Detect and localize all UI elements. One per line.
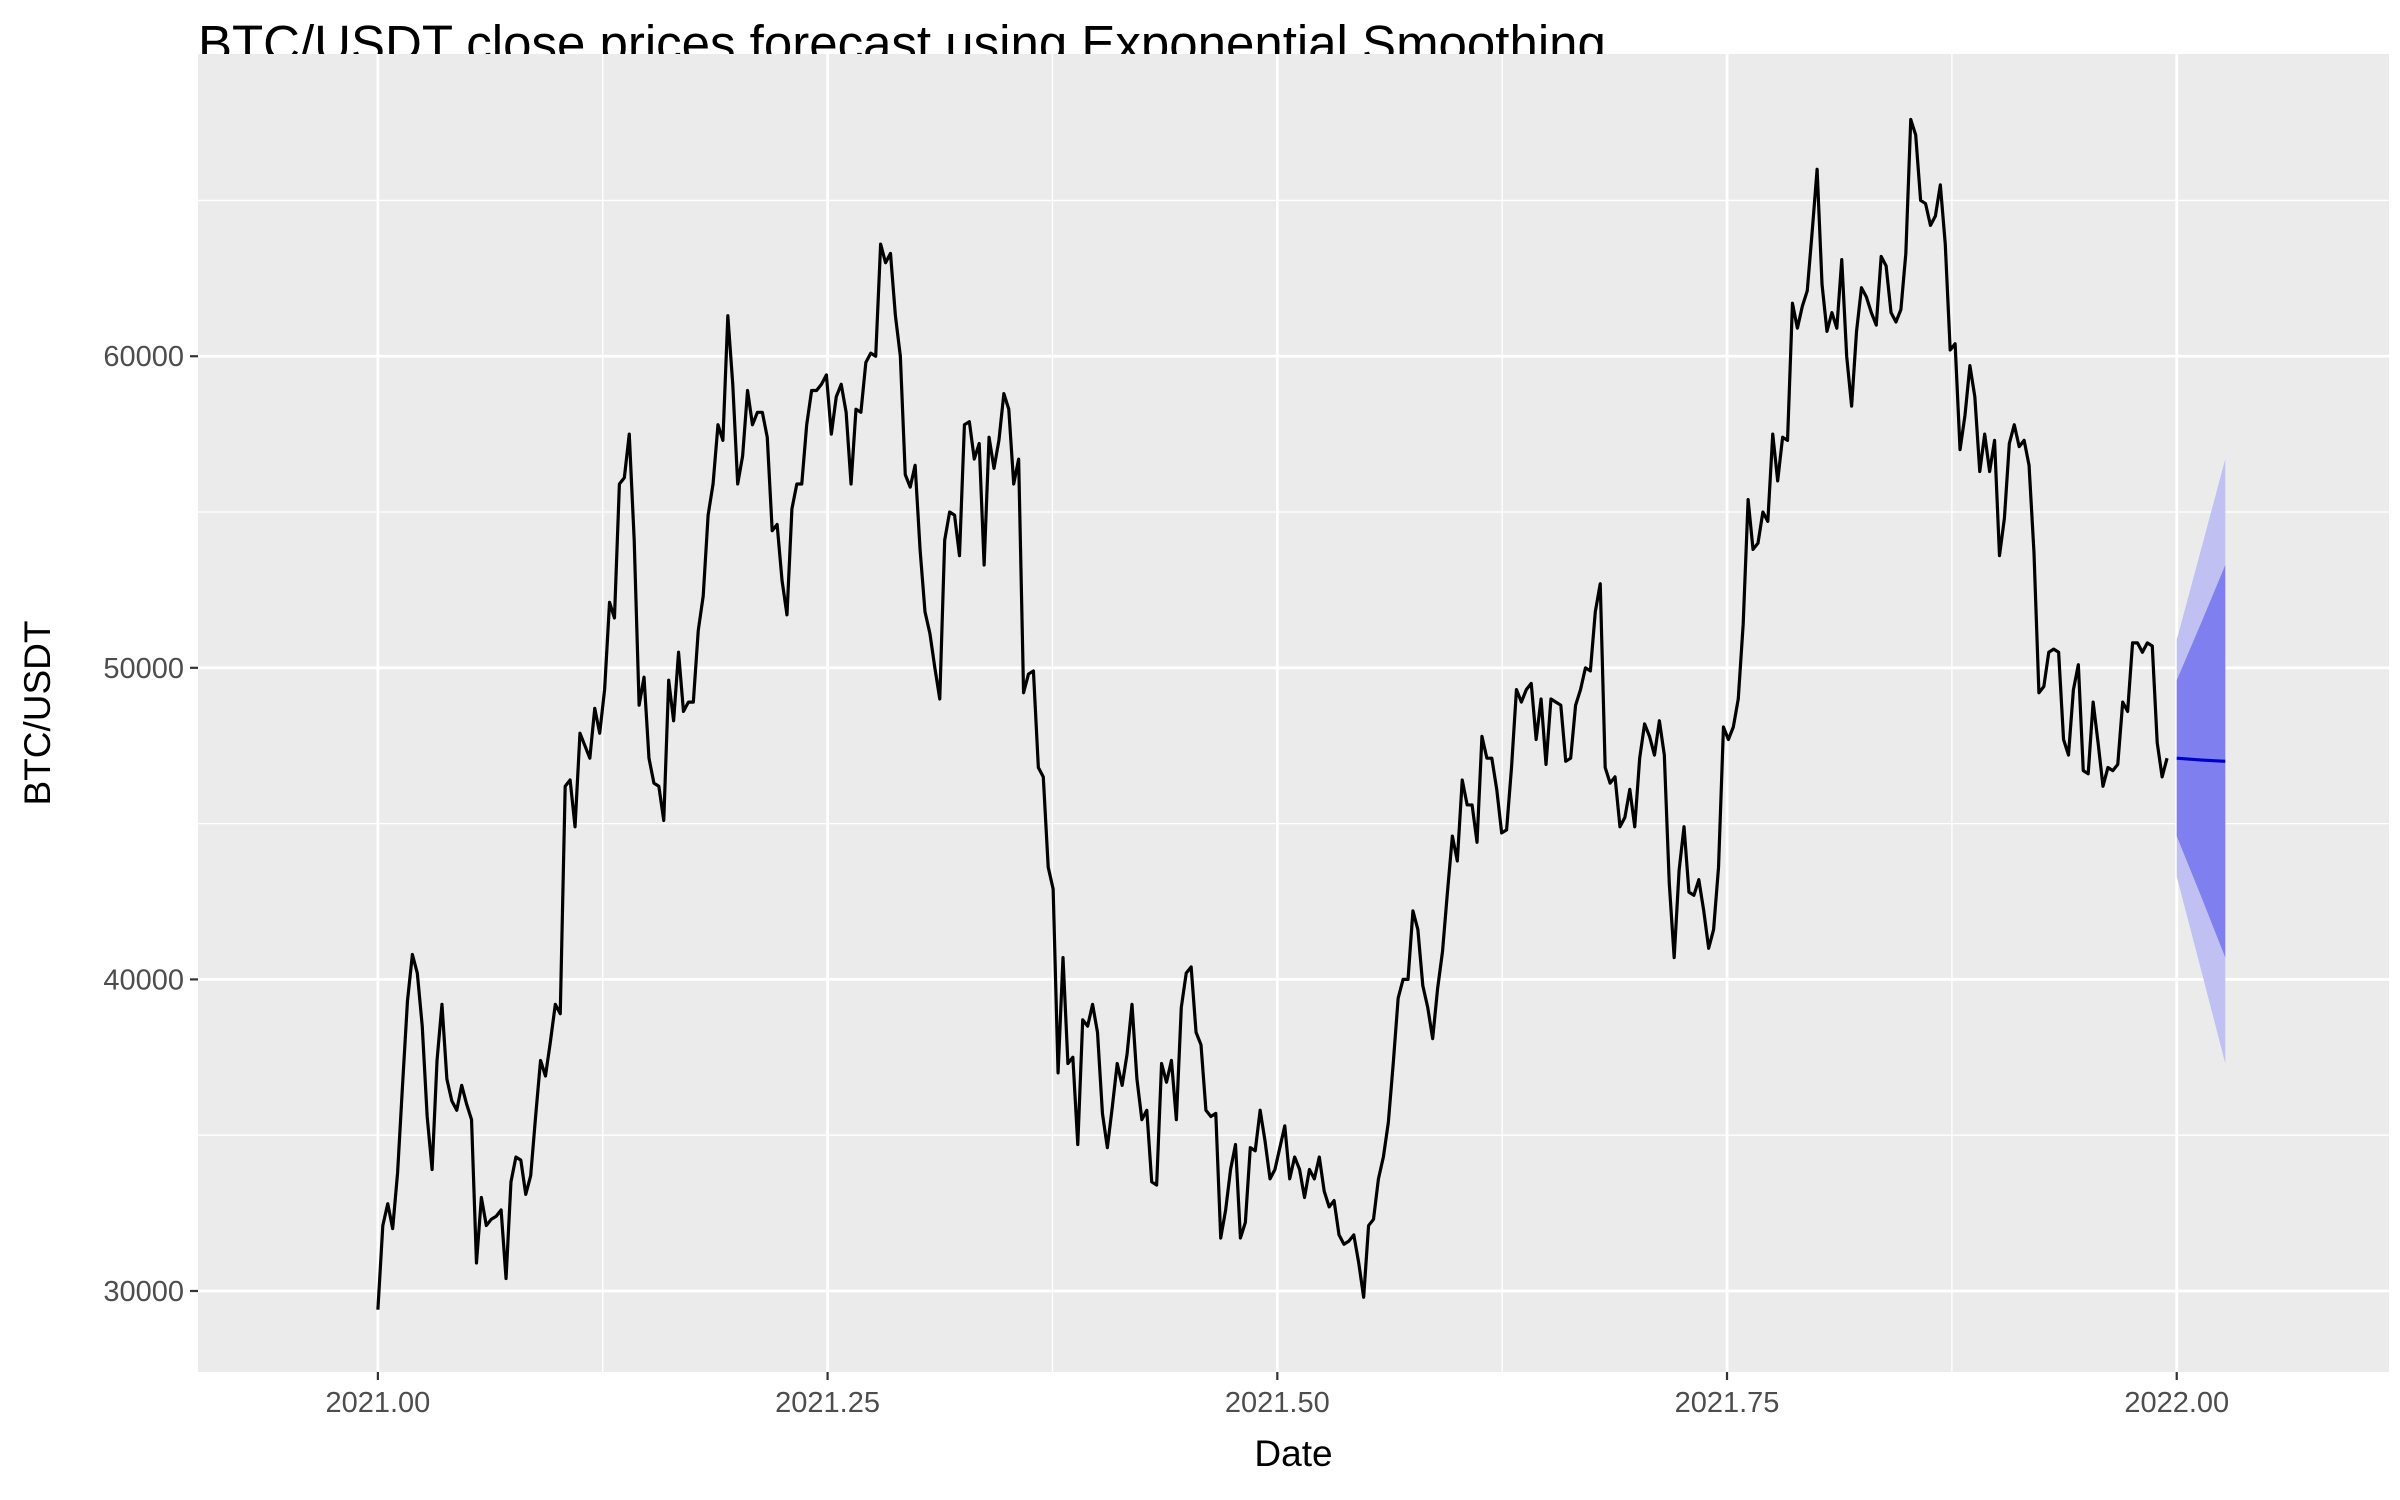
x-axis-tick-label: 2021.25 (775, 1387, 880, 1419)
y-axis-tick-label: 40000 (103, 964, 184, 996)
observed-price-line (376, 117, 2169, 1310)
y-axis-tick-label: 60000 (103, 341, 184, 373)
axis-ticks (190, 355, 2178, 1380)
x-axis-tick-label: 2021.75 (1675, 1387, 1780, 1419)
y-axis-title: BTC/USDT (17, 621, 58, 806)
minor-gridlines (198, 54, 2389, 1372)
plot-panel (198, 54, 2389, 1372)
series-lines (376, 117, 2226, 1310)
forecast-mean-line (2176, 756, 2226, 763)
x-axis-title: Date (1254, 1433, 1332, 1474)
axis-tick-labels: 2021.00 2021.25 2021.50 2021.75 2022.00 30000… (103, 341, 2229, 1419)
x-axis-tick-label: 2021.00 (325, 1387, 430, 1419)
x-axis-tick-label: 2022.00 (2124, 1387, 2229, 1419)
y-axis-tick-label: 30000 (103, 1276, 184, 1308)
x-axis-tick-label: 2021.50 (1225, 1387, 1330, 1419)
y-axis-tick-label: 50000 (103, 653, 184, 685)
